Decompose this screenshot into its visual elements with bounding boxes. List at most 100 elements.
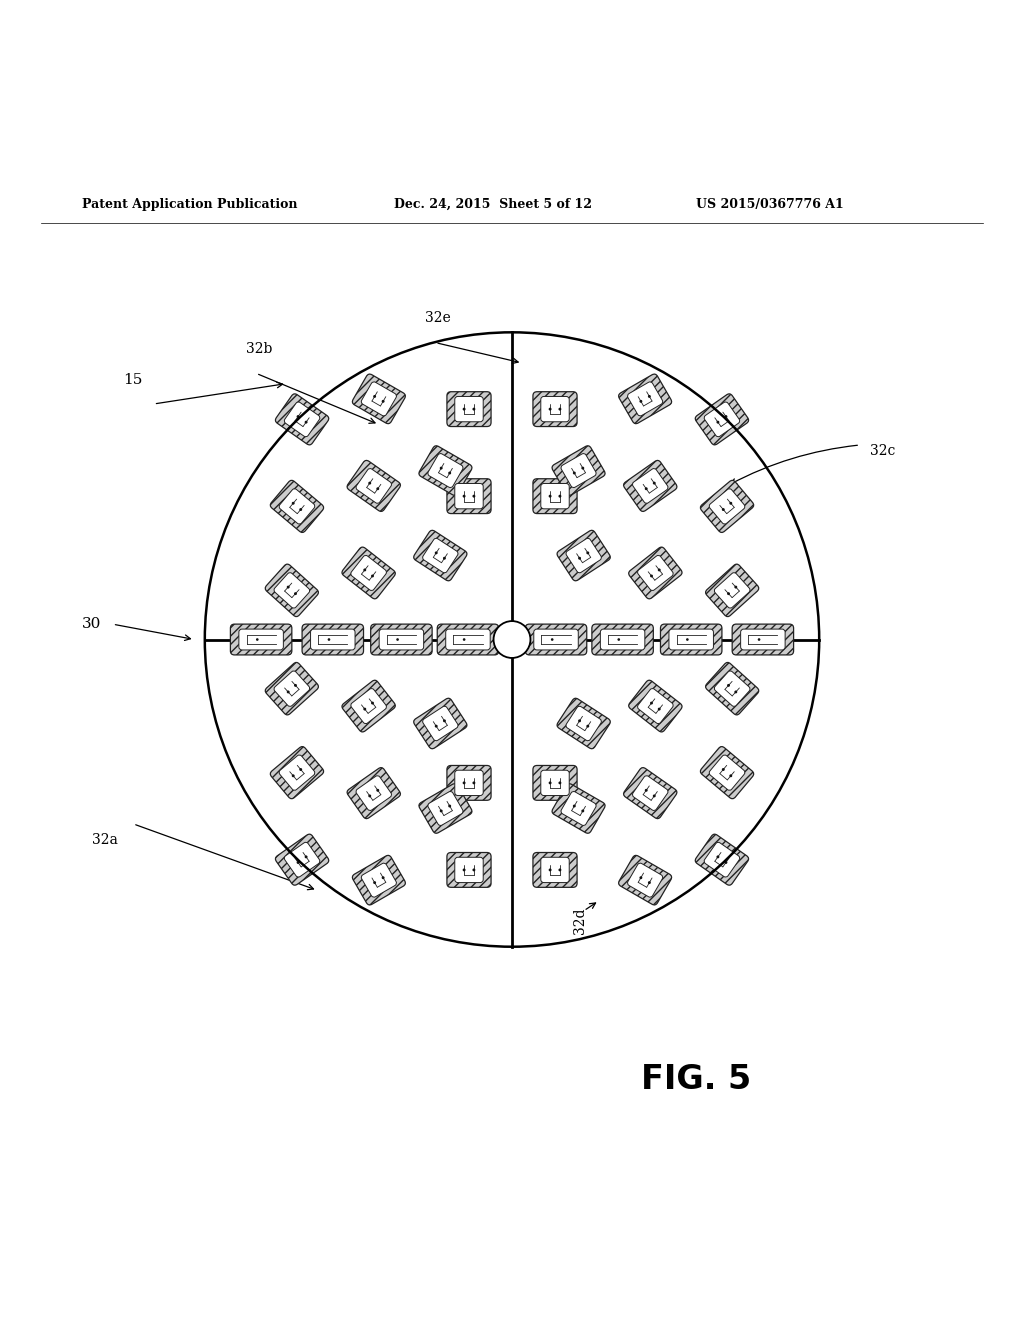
Circle shape [472, 869, 475, 871]
FancyBboxPatch shape [265, 564, 318, 616]
FancyBboxPatch shape [230, 624, 292, 655]
FancyBboxPatch shape [270, 747, 324, 799]
FancyBboxPatch shape [275, 834, 329, 886]
FancyBboxPatch shape [446, 853, 492, 887]
Circle shape [364, 708, 367, 710]
Text: Patent Application Publication: Patent Application Publication [82, 198, 297, 211]
Circle shape [722, 508, 725, 511]
Circle shape [294, 684, 297, 686]
FancyBboxPatch shape [446, 392, 492, 426]
FancyBboxPatch shape [618, 855, 672, 906]
FancyBboxPatch shape [600, 630, 645, 649]
Circle shape [579, 719, 581, 722]
FancyBboxPatch shape [532, 479, 578, 513]
FancyBboxPatch shape [534, 630, 579, 649]
Circle shape [364, 569, 367, 572]
FancyBboxPatch shape [706, 663, 759, 715]
Circle shape [645, 487, 648, 490]
Circle shape [579, 557, 581, 560]
FancyBboxPatch shape [310, 630, 355, 649]
FancyBboxPatch shape [455, 771, 483, 796]
Circle shape [463, 869, 466, 871]
Circle shape [558, 408, 561, 411]
FancyBboxPatch shape [445, 630, 490, 649]
Circle shape [287, 690, 290, 693]
FancyBboxPatch shape [740, 630, 785, 649]
FancyBboxPatch shape [714, 671, 751, 706]
Circle shape [724, 414, 727, 418]
FancyBboxPatch shape [714, 573, 751, 609]
FancyBboxPatch shape [302, 624, 364, 655]
Circle shape [729, 502, 732, 504]
Circle shape [717, 421, 720, 424]
Circle shape [639, 400, 642, 403]
Circle shape [304, 421, 307, 424]
Circle shape [449, 805, 452, 808]
FancyBboxPatch shape [541, 771, 569, 796]
FancyBboxPatch shape [428, 454, 463, 487]
FancyBboxPatch shape [541, 857, 569, 883]
FancyBboxPatch shape [695, 393, 749, 445]
Circle shape [734, 690, 737, 693]
Circle shape [304, 855, 307, 858]
FancyBboxPatch shape [361, 381, 396, 416]
Circle shape [463, 638, 466, 640]
Circle shape [449, 471, 452, 474]
FancyBboxPatch shape [350, 556, 387, 590]
FancyBboxPatch shape [273, 671, 310, 706]
Circle shape [297, 861, 300, 865]
Circle shape [650, 702, 653, 705]
Circle shape [369, 482, 372, 484]
FancyBboxPatch shape [705, 401, 739, 437]
FancyBboxPatch shape [700, 747, 754, 799]
FancyBboxPatch shape [705, 842, 739, 878]
Circle shape [582, 809, 585, 812]
FancyBboxPatch shape [532, 853, 578, 887]
FancyBboxPatch shape [356, 776, 391, 810]
FancyBboxPatch shape [437, 624, 499, 655]
Circle shape [648, 395, 651, 397]
Circle shape [648, 882, 651, 884]
FancyBboxPatch shape [566, 539, 601, 573]
Circle shape [299, 508, 302, 511]
Text: 32b: 32b [246, 342, 272, 356]
Text: 15: 15 [123, 372, 142, 387]
FancyBboxPatch shape [347, 461, 400, 511]
FancyBboxPatch shape [275, 393, 329, 445]
FancyBboxPatch shape [629, 546, 682, 599]
FancyBboxPatch shape [455, 396, 483, 422]
Circle shape [494, 622, 530, 657]
FancyBboxPatch shape [270, 480, 324, 532]
Circle shape [292, 502, 295, 504]
FancyBboxPatch shape [637, 556, 674, 590]
FancyBboxPatch shape [557, 698, 610, 748]
Circle shape [617, 638, 621, 640]
FancyBboxPatch shape [561, 792, 596, 825]
FancyBboxPatch shape [379, 630, 424, 649]
Circle shape [463, 495, 466, 498]
Circle shape [287, 586, 290, 589]
Circle shape [435, 725, 437, 727]
Circle shape [205, 333, 819, 946]
FancyBboxPatch shape [592, 624, 653, 655]
Circle shape [463, 408, 466, 411]
Circle shape [729, 775, 732, 777]
FancyBboxPatch shape [633, 469, 668, 503]
Circle shape [657, 569, 660, 572]
Circle shape [551, 638, 554, 640]
FancyBboxPatch shape [273, 573, 310, 609]
Circle shape [443, 557, 445, 560]
Circle shape [371, 702, 374, 705]
FancyBboxPatch shape [285, 401, 319, 437]
FancyBboxPatch shape [700, 480, 754, 532]
Circle shape [558, 781, 561, 784]
FancyBboxPatch shape [629, 680, 682, 733]
FancyBboxPatch shape [624, 768, 677, 818]
Circle shape [734, 586, 737, 589]
FancyBboxPatch shape [455, 857, 483, 883]
Circle shape [382, 876, 385, 879]
FancyBboxPatch shape [618, 374, 672, 424]
Circle shape [373, 395, 376, 397]
Text: FIG. 5: FIG. 5 [641, 1064, 752, 1097]
Circle shape [472, 408, 475, 411]
